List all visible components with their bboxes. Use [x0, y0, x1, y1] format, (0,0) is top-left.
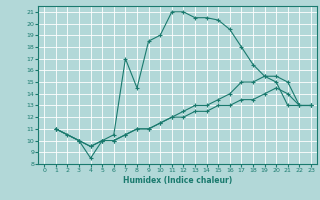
X-axis label: Humidex (Indice chaleur): Humidex (Indice chaleur) [123, 176, 232, 185]
